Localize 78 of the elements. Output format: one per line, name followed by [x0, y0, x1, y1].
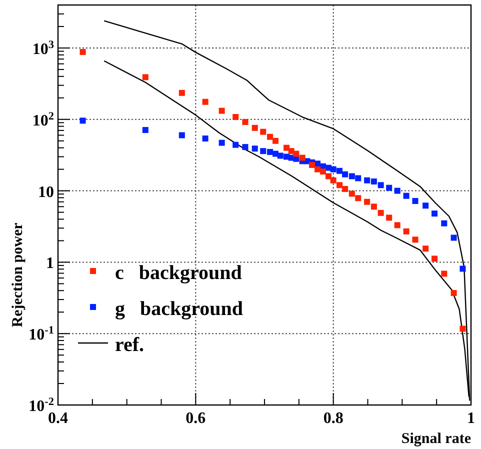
point — [370, 204, 377, 210]
point — [450, 234, 457, 241]
x-tick-label: 1 — [467, 410, 475, 427]
point — [394, 188, 400, 194]
point — [342, 186, 348, 192]
point — [80, 48, 86, 55]
point — [326, 173, 332, 180]
point — [386, 184, 392, 191]
x-axis-title: Signal rate — [401, 431, 472, 447]
point — [320, 168, 326, 175]
point — [348, 190, 355, 197]
point — [386, 214, 392, 221]
point — [242, 144, 248, 150]
point — [260, 128, 266, 135]
x-tick-label: 0.4 — [48, 410, 68, 427]
point — [394, 222, 400, 228]
y-tick-label: 10$^{-1}$ — [28, 324, 54, 344]
point — [450, 290, 457, 296]
point — [403, 228, 410, 234]
point — [299, 154, 306, 161]
point — [252, 146, 258, 152]
legend-label: g background — [115, 298, 244, 320]
point — [293, 150, 300, 157]
y-tick-label: 1 — [46, 255, 54, 272]
point — [432, 210, 438, 217]
point — [441, 220, 448, 226]
point — [336, 182, 343, 188]
point — [355, 195, 362, 202]
point — [178, 132, 185, 138]
point — [422, 202, 429, 209]
point — [218, 140, 225, 146]
y-tick-label: 10 — [38, 184, 54, 201]
point — [441, 270, 448, 277]
point — [432, 256, 438, 262]
point — [348, 173, 355, 180]
point — [267, 134, 274, 140]
point — [330, 177, 336, 184]
point — [232, 114, 239, 120]
point — [378, 210, 384, 216]
point — [342, 171, 348, 178]
legend-label: c background — [115, 262, 242, 284]
point — [370, 178, 377, 184]
point — [218, 108, 225, 114]
point — [314, 160, 320, 167]
point — [364, 198, 370, 205]
point — [272, 138, 279, 144]
point — [378, 182, 384, 188]
y-tick-label: 10$^{2}$ — [32, 110, 54, 130]
point — [355, 175, 362, 182]
point — [178, 90, 185, 96]
point — [336, 168, 343, 174]
point — [460, 326, 466, 332]
y-tick-label: 10$^{3}$ — [32, 38, 54, 58]
x-tick-label: 0.6 — [186, 410, 206, 427]
point — [232, 142, 239, 148]
x-tick-label: 0.8 — [323, 410, 344, 427]
point — [412, 198, 418, 204]
y-axis-title: Rejection power — [10, 222, 26, 328]
point — [252, 124, 258, 131]
point — [403, 192, 410, 199]
point — [202, 136, 208, 142]
point — [142, 127, 148, 134]
point — [284, 144, 290, 151]
legend-label: ref. — [115, 334, 144, 356]
point — [314, 166, 320, 172]
point — [202, 98, 208, 105]
point — [142, 74, 148, 80]
point — [242, 118, 248, 125]
point — [364, 177, 370, 184]
point — [260, 148, 266, 154]
point — [267, 148, 274, 155]
point — [277, 152, 284, 159]
point — [80, 118, 86, 124]
point — [422, 246, 429, 252]
point — [412, 236, 418, 243]
point — [460, 266, 466, 272]
point — [330, 166, 336, 172]
point — [308, 162, 315, 168]
